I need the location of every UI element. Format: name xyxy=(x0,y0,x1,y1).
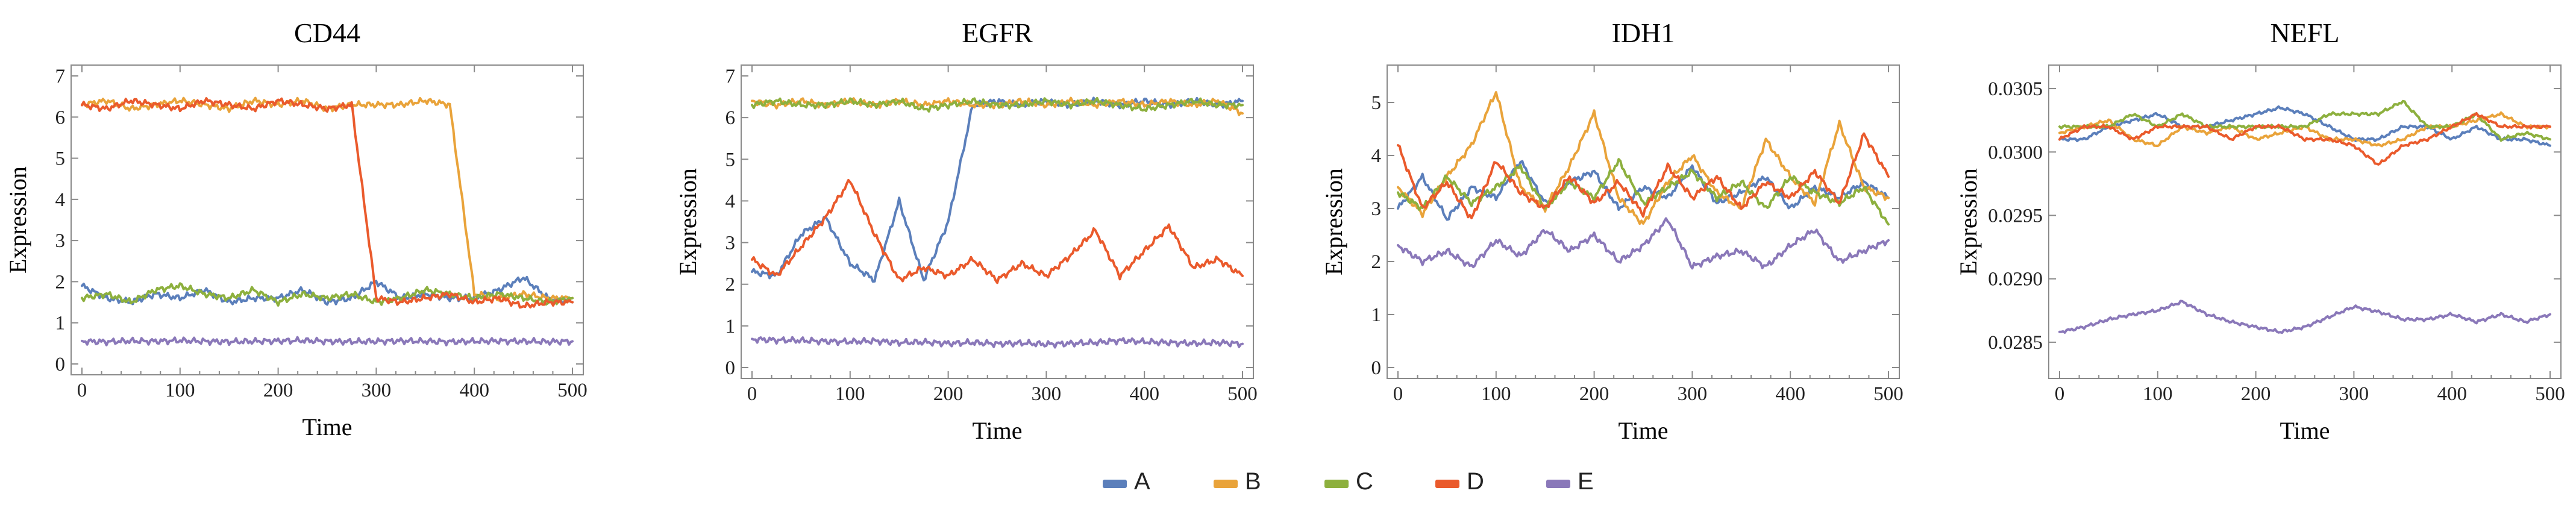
x-tick-label: 100 xyxy=(1481,383,1511,405)
x-axis-label: Time xyxy=(972,417,1022,444)
legend-swatch-a xyxy=(1103,480,1127,488)
legend-label-b: B xyxy=(1245,468,1261,495)
y-tick-label: 7 xyxy=(725,66,736,87)
x-tick-label: 400 xyxy=(459,380,489,401)
chart-panel-egfr: EGFR 0 100 200 300 400 500 0 1 2 3 4 5 6 7 Time Expressi… xyxy=(674,17,1258,444)
y-tick-label: 0.0290 xyxy=(1988,269,2043,290)
plot-frame xyxy=(2048,64,2562,379)
y-axis-label: Expression xyxy=(674,168,701,275)
series-line-b xyxy=(1397,91,1890,225)
chart-panel-idh1: IDH1 0 100 200 300 400 500 0 1 2 3 4 5 Time Expression xyxy=(1320,17,1904,444)
y-axis-label: Expression xyxy=(1320,168,1347,275)
legend-label-c: C xyxy=(1356,468,1373,495)
legend-swatch-c xyxy=(1324,480,1349,488)
y-tick-label: 1 xyxy=(725,316,736,337)
x-tick-label: 300 xyxy=(1678,383,1708,405)
series-line-e xyxy=(2058,299,2551,334)
chart-title: CD44 xyxy=(294,17,360,48)
series-line-d xyxy=(751,178,1244,284)
y-tick-label: 3 xyxy=(55,230,66,252)
x-tick-label: 500 xyxy=(2535,383,2565,405)
x-tick-label: 0 xyxy=(1393,383,1403,405)
series-line-d xyxy=(1397,132,1890,219)
y-tick-label: 5 xyxy=(55,148,66,170)
y-tick-label: 0.0305 xyxy=(1988,78,2043,100)
y-tick-label: 4 xyxy=(55,189,66,211)
y-tick-label: 0 xyxy=(1371,357,1382,379)
plot-frame xyxy=(741,64,1254,379)
plot-frame xyxy=(71,64,584,375)
x-tick-label: 100 xyxy=(2143,383,2173,405)
series-line-e xyxy=(81,336,574,346)
x-tick-label: 300 xyxy=(1032,383,1062,405)
series-line-a xyxy=(751,96,1244,283)
y-axis-label: Expression xyxy=(4,166,31,274)
x-axis-label: Time xyxy=(2280,417,2330,444)
x-tick-label: 500 xyxy=(1227,383,1258,405)
y-tick-label: 0 xyxy=(725,357,736,379)
y-tick-label: 1 xyxy=(1371,304,1382,326)
x-tick-label: 400 xyxy=(1775,383,1805,405)
y-tick-label: 5 xyxy=(725,149,736,171)
y-tick-label: 0.0300 xyxy=(1988,142,2043,163)
x-tick-label: 300 xyxy=(2339,383,2369,405)
y-tick-label: 6 xyxy=(55,107,66,128)
series-line-d xyxy=(81,97,574,309)
series-line-a xyxy=(1397,160,1890,221)
y-tick-label: 3 xyxy=(1371,198,1382,220)
x-tick-label: 100 xyxy=(165,380,195,401)
x-tick-label: 0 xyxy=(2055,383,2065,405)
legend-label-a: A xyxy=(1134,468,1150,495)
y-tick-label: 0 xyxy=(55,354,66,375)
y-tick-label: 6 xyxy=(725,107,736,129)
legend-label-e: E xyxy=(1578,468,1594,495)
x-tick-label: 100 xyxy=(835,383,865,405)
chart-title: EGFR xyxy=(962,17,1033,48)
series-line-b xyxy=(81,96,574,303)
x-axis-label: Time xyxy=(1618,417,1668,444)
legend-label-d: D xyxy=(1467,468,1484,495)
chart-title: IDH1 xyxy=(1612,17,1675,48)
series-line-e xyxy=(1397,217,1890,270)
y-tick-label: 2 xyxy=(725,274,736,296)
y-tick-label: 2 xyxy=(55,271,66,293)
x-tick-label: 500 xyxy=(1873,383,1904,405)
y-tick-label: 0.0295 xyxy=(1988,205,2043,227)
x-tick-label: 300 xyxy=(362,380,392,401)
legend: A B C D E xyxy=(1103,468,1594,495)
x-axis-label: Time xyxy=(302,413,352,440)
plot-frame xyxy=(1387,64,1900,379)
x-tick-label: 0 xyxy=(747,383,757,405)
y-tick-label: 2 xyxy=(1371,251,1382,273)
series-line-d xyxy=(2058,112,2551,166)
y-tick-label: 1 xyxy=(55,313,66,334)
chart-title: NEFL xyxy=(2270,17,2340,48)
y-tick-label: 4 xyxy=(1371,145,1382,167)
x-tick-label: 400 xyxy=(2437,383,2467,405)
y-tick-label: 5 xyxy=(1371,92,1382,114)
series-line-c xyxy=(81,282,574,307)
x-tick-label: 200 xyxy=(2241,383,2271,405)
x-tick-label: 400 xyxy=(1129,383,1159,405)
y-tick-label: 4 xyxy=(725,190,736,212)
chart-panel-cd44: CD44 0 100 200 300 400 500 0 1 2 3 4 5 6 7 Time Expressi… xyxy=(4,17,588,440)
x-tick-label: 200 xyxy=(263,380,293,401)
x-tick-label: 0 xyxy=(77,380,87,401)
x-tick-label: 500 xyxy=(557,380,588,401)
legend-swatch-b xyxy=(1214,480,1238,488)
y-tick-label: 7 xyxy=(55,66,66,87)
legend-swatch-d xyxy=(1435,480,1459,488)
y-axis-label: Expression xyxy=(1955,168,1982,275)
y-tick-label: 3 xyxy=(725,233,736,254)
y-tick-label: 0.0285 xyxy=(1988,332,2043,354)
x-tick-label: 200 xyxy=(933,383,964,405)
series-line-e xyxy=(751,336,1244,349)
legend-swatch-e xyxy=(1546,480,1570,488)
series-line-c xyxy=(751,96,1244,113)
chart-panel-nefl: NEFL 0 100 200 300 400 500 0.0285 0.0290 0.0295 0.… xyxy=(1955,17,2565,444)
x-tick-label: 200 xyxy=(1579,383,1609,405)
